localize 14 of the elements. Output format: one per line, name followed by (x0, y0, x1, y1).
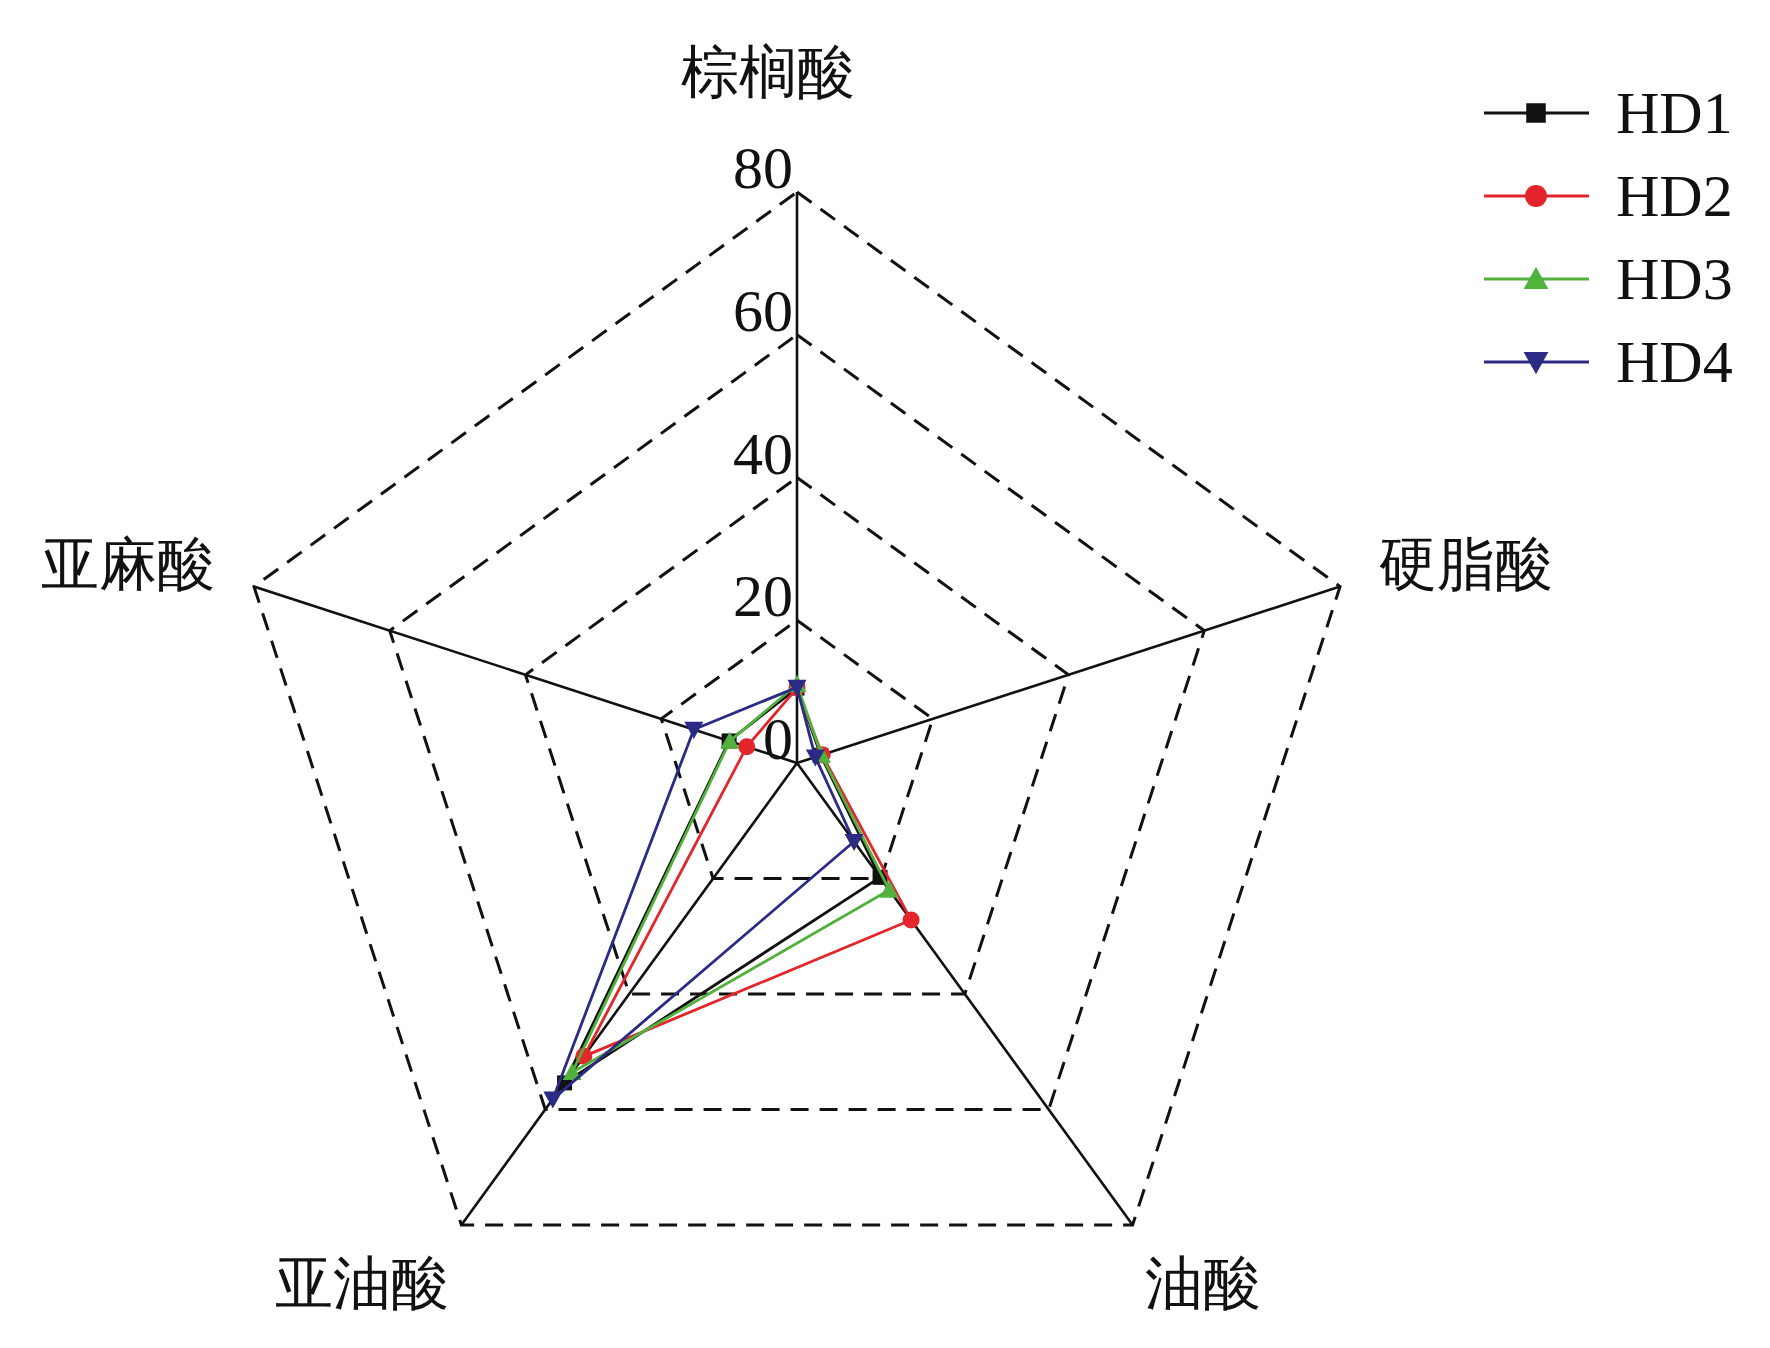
y-tick-label: 0 (763, 706, 793, 772)
y-tick-label: 40 (733, 420, 793, 487)
y-tick-label: 60 (733, 277, 793, 344)
spoke-label: 油酸 (1144, 1250, 1261, 1316)
legend-label: HD4 (1616, 329, 1733, 395)
y-tick-label: 20 (733, 563, 793, 630)
legend-label: HD3 (1616, 246, 1733, 312)
spoke-label: 硬脂酸 (1378, 531, 1553, 597)
spoke-label: 棕榈酸 (681, 39, 855, 105)
legend-label: HD2 (1616, 163, 1733, 229)
spoke-label: 亚油酸 (275, 1250, 450, 1316)
spoke-label: 亚麻酸 (41, 531, 216, 597)
legend-label: HD1 (1616, 80, 1733, 146)
y-tick-label: 80 (733, 135, 793, 201)
